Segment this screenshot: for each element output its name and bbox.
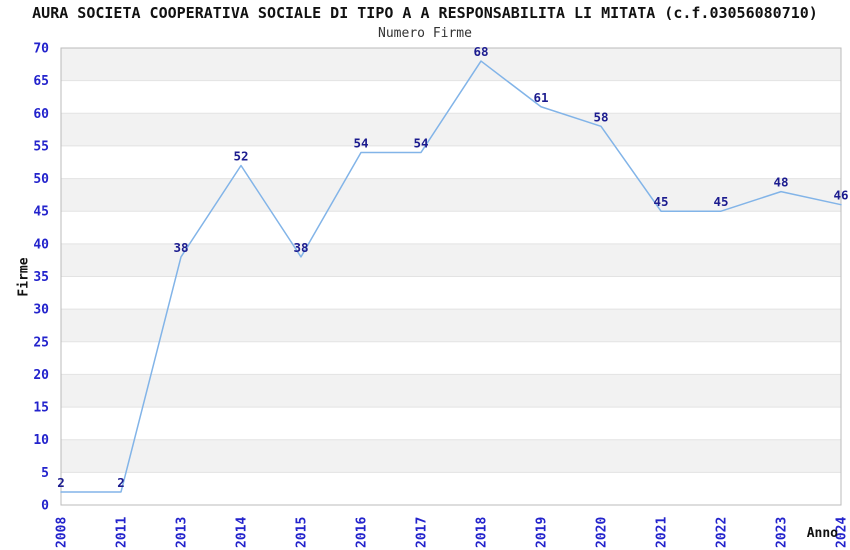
plot-band <box>61 48 841 81</box>
chart-title: AURA SOCIETA COOPERATIVA SOCIALE DI TIPO… <box>32 4 818 22</box>
y-tick-label: 70 <box>33 42 49 57</box>
data-point-label: 2 <box>57 475 65 490</box>
data-point-label: 48 <box>773 175 788 190</box>
y-tick-label: 50 <box>33 172 49 187</box>
data-point-label: 52 <box>233 149 248 164</box>
y-tick-label: 20 <box>33 368 49 383</box>
x-tick-label: 2014 <box>235 517 250 548</box>
y-tick-label: 0 <box>41 499 49 514</box>
data-point-label: 2 <box>117 475 125 490</box>
data-point-label: 58 <box>593 109 608 124</box>
data-point-label: 54 <box>413 135 428 150</box>
x-tick-label: 2021 <box>655 517 670 548</box>
y-tick-label: 60 <box>33 107 49 122</box>
y-tick-label: 45 <box>33 205 49 220</box>
data-point-label: 45 <box>653 194 668 209</box>
y-tick-label: 25 <box>33 335 49 350</box>
x-tick-label: 2019 <box>535 517 550 548</box>
data-point-label: 61 <box>533 90 548 105</box>
plot-border <box>60 47 842 506</box>
data-point-label: 45 <box>713 194 728 209</box>
x-tick-label: 2011 <box>115 517 130 548</box>
y-tick-label: 15 <box>33 401 49 416</box>
x-tick-label: 2017 <box>415 517 430 548</box>
y-tick-label: 5 <box>41 466 49 481</box>
plot-band <box>61 113 841 146</box>
data-point-label: 46 <box>833 188 848 203</box>
plot-band <box>61 309 841 342</box>
x-tick-label: 2024 <box>835 517 850 548</box>
chart-subtitle: Numero Firme <box>378 26 472 41</box>
y-tick-label: 10 <box>33 433 49 448</box>
y-tick-label: 65 <box>33 74 49 89</box>
plot-band <box>61 374 841 408</box>
data-point-label: 54 <box>353 135 368 150</box>
y-tick-label: 35 <box>33 270 49 285</box>
data-point-label: 38 <box>173 240 188 255</box>
x-tick-label: 2023 <box>775 517 790 548</box>
x-tick-label: 2015 <box>295 517 310 548</box>
x-tick-label: 2022 <box>715 517 730 548</box>
y-tick-label: 55 <box>33 139 49 154</box>
plot-band <box>61 178 841 212</box>
x-tick-label: 2013 <box>175 517 190 548</box>
x-tick-label: 2020 <box>595 517 610 548</box>
y-tick-label: 40 <box>33 237 49 252</box>
x-tick-label: 2018 <box>475 517 490 548</box>
data-point-label: 68 <box>473 44 488 59</box>
data-point-label: 38 <box>293 240 308 255</box>
x-tick-label: 2008 <box>55 517 70 548</box>
x-axis-title: Anno <box>806 526 838 541</box>
series-line <box>60 60 842 493</box>
y-tick-label: 30 <box>33 303 49 318</box>
plot-band <box>61 439 841 473</box>
x-tick-label: 2016 <box>355 517 370 548</box>
plot-band <box>61 243 841 277</box>
